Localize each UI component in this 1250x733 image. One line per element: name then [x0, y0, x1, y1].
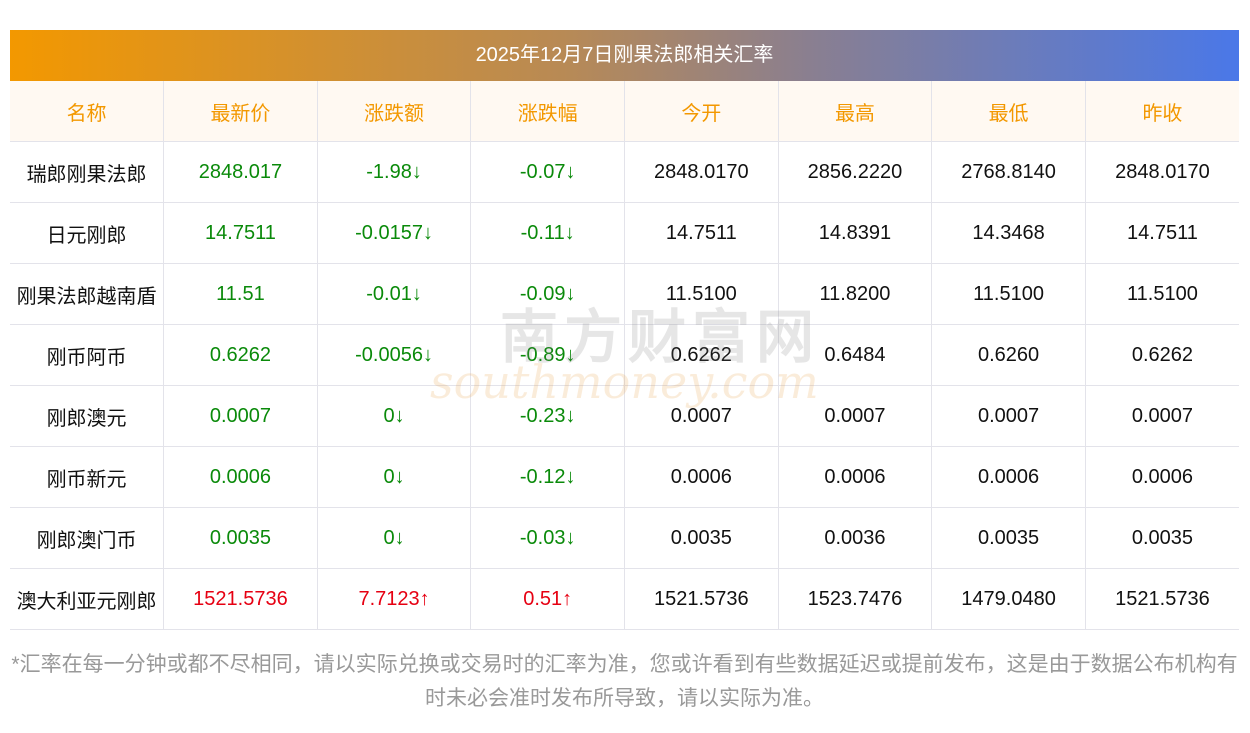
currency-pair-name: 刚币阿币: [10, 324, 165, 386]
column-header-change-pct: 涨跌幅: [470, 81, 625, 142]
latest-price: 14.7511: [163, 202, 318, 264]
currency-pair-name: 刚币新元: [10, 446, 165, 508]
column-header-latest: 最新价: [163, 81, 318, 142]
latest-price: 0.0006: [163, 446, 318, 508]
prev-close: 2848.0170: [1084, 141, 1239, 203]
disclaimer-note: *汇率在每一分钟或都不尽相同，请以实际兑换或交易时的汇率为准，您或许看到有些数据…: [11, 653, 1238, 710]
column-header-low: 最低: [931, 81, 1086, 142]
change-amount: 7.7123↑: [316, 568, 472, 630]
table-row: 刚果法郎越南盾 11.51 -0.01↓ -0.09↓ 11.5100 11.8200 11…: [10, 263, 1239, 325]
currency-pair-name: 刚郎澳元: [10, 385, 165, 447]
low-price: 14.3468: [931, 202, 1086, 264]
table-row: 澳大利亚元刚郎 1521.5736 7.7123↑ 0.51↑ 1521.5736 152…: [10, 568, 1239, 630]
table-header-row: 名称 最新价 涨跌额 涨跌幅 今开 最高 最低 昨收: [10, 81, 1239, 142]
change-amount: 0↓: [316, 446, 472, 508]
exchange-rate-table: 名称 最新价 涨跌额 涨跌幅 今开 最高 最低 昨收 瑞郎刚果法郎 2848.01…: [10, 81, 1239, 630]
table-row: 瑞郎刚果法郎 2848.017 -1.98↓ -0.07↓ 2848.0170 2856.…: [10, 141, 1239, 203]
high-price: 11.8200: [777, 263, 933, 325]
high-price: 0.6484: [777, 324, 933, 386]
table-row: 刚郎澳门币 0.0035 0↓ -0.03↓ 0.0035 0.0036 0.0035 0.0…: [10, 507, 1239, 569]
prev-close: 0.0035: [1084, 507, 1239, 569]
table-row: 刚郎澳元 0.0007 0↓ -0.23↓ 0.0007 0.0007 0.0007 0.00…: [10, 385, 1239, 447]
prev-close: 11.5100: [1084, 263, 1239, 325]
low-price: 0.0007: [931, 385, 1086, 447]
open-price: 0.0007: [624, 385, 779, 447]
change-amount: 0↓: [316, 385, 472, 447]
open-price: 1521.5736: [624, 568, 779, 630]
open-price: 0.6262: [624, 324, 779, 386]
low-price: 2768.8140: [931, 141, 1086, 203]
currency-pair-name: 刚郎澳门币: [10, 507, 165, 569]
change-amount: -0.0056↓: [316, 324, 472, 386]
low-price: 0.0006: [931, 446, 1086, 508]
change-percent: -0.03↓: [470, 507, 625, 569]
change-amount: -1.98↓: [316, 141, 472, 203]
low-price: 0.6260: [931, 324, 1086, 386]
prev-close: 14.7511: [1084, 202, 1239, 264]
open-price: 0.0035: [624, 507, 779, 569]
currency-pair-name: 澳大利亚元刚郎: [10, 568, 165, 630]
change-percent: -0.12↓: [470, 446, 625, 508]
table-row: 日元刚郎 14.7511 -0.0157↓ -0.11↓ 14.7511 14.8391 1…: [10, 202, 1239, 264]
open-price: 0.0006: [624, 446, 779, 508]
column-header-change: 涨跌额: [316, 81, 472, 142]
prev-close: 0.6262: [1084, 324, 1239, 386]
change-amount: -0.01↓: [316, 263, 472, 325]
prev-close: 1521.5736: [1084, 568, 1239, 630]
prev-close: 0.0007: [1084, 385, 1239, 447]
latest-price: 0.0007: [163, 385, 318, 447]
low-price: 11.5100: [931, 263, 1086, 325]
column-header-prev-close: 昨收: [1084, 81, 1239, 142]
low-price: 1479.0480: [931, 568, 1086, 630]
latest-price: 1521.5736: [163, 568, 318, 630]
change-amount: 0↓: [316, 507, 472, 569]
column-header-name: 名称: [10, 81, 165, 142]
high-price: 0.0036: [777, 507, 933, 569]
change-percent: 0.51↑: [470, 568, 625, 630]
latest-price: 0.0035: [163, 507, 318, 569]
column-header-open: 今开: [624, 81, 779, 142]
change-amount: -0.0157↓: [316, 202, 472, 264]
latest-price: 0.6262: [163, 324, 318, 386]
currency-pair-name: 瑞郎刚果法郎: [10, 141, 165, 203]
high-price: 0.0006: [777, 446, 933, 508]
currency-pair-name: 刚果法郎越南盾: [10, 263, 165, 325]
open-price: 11.5100: [624, 263, 779, 325]
high-price: 14.8391: [777, 202, 933, 264]
prev-close: 0.0006: [1084, 446, 1239, 508]
column-header-high: 最高: [777, 81, 933, 142]
open-price: 14.7511: [624, 202, 779, 264]
high-price: 1523.7476: [777, 568, 933, 630]
change-percent: -0.23↓: [470, 385, 625, 447]
low-price: 0.0035: [931, 507, 1086, 569]
change-percent: -0.09↓: [470, 263, 625, 325]
table-title: 2025年12月7日刚果法郎相关汇率: [10, 30, 1239, 81]
latest-price: 11.51: [163, 263, 318, 325]
currency-pair-name: 日元刚郎: [10, 202, 165, 264]
latest-price: 2848.017: [163, 141, 318, 203]
high-price: 2856.2220: [777, 141, 933, 203]
change-percent: -0.07↓: [470, 141, 625, 203]
high-price: 0.0007: [777, 385, 933, 447]
open-price: 2848.0170: [624, 141, 779, 203]
table-row: 刚币新元 0.0006 0↓ -0.12↓ 0.0006 0.0006 0.0006 0.00…: [10, 446, 1239, 508]
change-percent: -0.89↓: [470, 324, 625, 386]
table-row: 刚币阿币 0.6262 -0.0056↓ -0.89↓ 0.6262 0.6484 0.62…: [10, 324, 1239, 386]
change-percent: -0.11↓: [470, 202, 625, 264]
